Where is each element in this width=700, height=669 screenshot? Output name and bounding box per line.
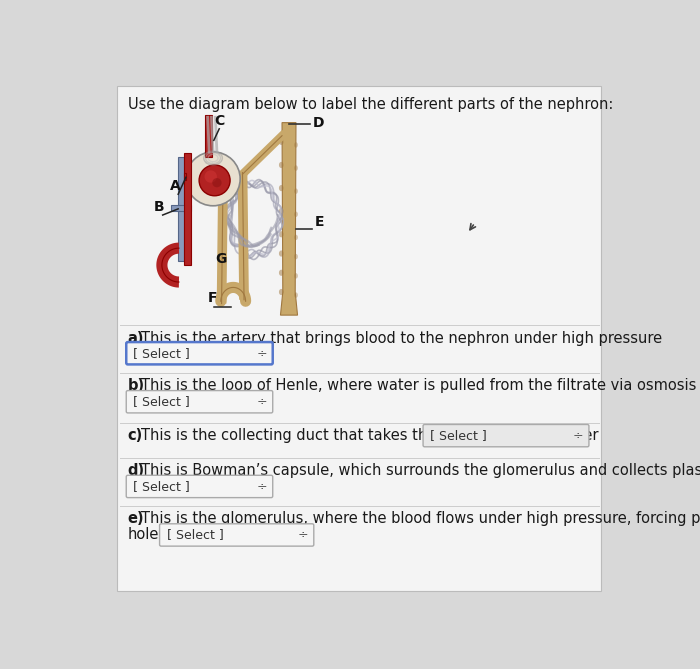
Polygon shape <box>178 157 183 261</box>
Text: ÷: ÷ <box>257 347 267 360</box>
Ellipse shape <box>279 162 284 168</box>
FancyBboxPatch shape <box>126 391 273 413</box>
Polygon shape <box>184 173 186 181</box>
Ellipse shape <box>294 189 298 194</box>
Text: E: E <box>314 215 324 229</box>
Circle shape <box>204 171 217 183</box>
Text: This is the loop of Henle, where water is pulled from the filtrate via osmosis: This is the loop of Henle, where water i… <box>141 378 697 393</box>
Polygon shape <box>184 153 190 265</box>
FancyBboxPatch shape <box>160 524 314 546</box>
Ellipse shape <box>279 250 284 257</box>
Polygon shape <box>281 122 297 315</box>
Text: Use the diagram below to label the different parts of the nephron:: Use the diagram below to label the diffe… <box>128 97 613 112</box>
Text: ÷: ÷ <box>257 480 267 493</box>
Text: C: C <box>214 114 224 128</box>
Ellipse shape <box>279 138 284 145</box>
Text: This is Bowman’s capsule, which surrounds the glomerulus and collects plasma: This is Bowman’s capsule, which surround… <box>141 463 700 478</box>
Text: b): b) <box>128 378 145 393</box>
FancyBboxPatch shape <box>117 86 601 591</box>
Text: This is the glomerulus, where the blood flows under high pressure, forcing plasm: This is the glomerulus, where the blood … <box>141 512 700 527</box>
Text: [ Select ]: [ Select ] <box>133 395 190 408</box>
Text: holes: holes <box>128 527 167 542</box>
Ellipse shape <box>294 165 298 171</box>
Text: e): e) <box>128 512 144 527</box>
Ellipse shape <box>294 292 298 298</box>
Text: d): d) <box>128 463 145 478</box>
FancyBboxPatch shape <box>126 342 273 365</box>
Text: G: G <box>216 252 227 266</box>
Ellipse shape <box>279 231 284 237</box>
Ellipse shape <box>294 273 298 278</box>
Ellipse shape <box>279 185 284 191</box>
Ellipse shape <box>294 142 298 148</box>
FancyBboxPatch shape <box>423 424 589 447</box>
Text: [ Select ]: [ Select ] <box>133 480 190 493</box>
Polygon shape <box>205 115 211 157</box>
Ellipse shape <box>294 254 298 260</box>
Circle shape <box>186 152 240 206</box>
FancyBboxPatch shape <box>126 475 273 498</box>
Ellipse shape <box>279 270 284 276</box>
Text: ÷: ÷ <box>573 429 583 442</box>
Text: This is the artery that brings blood to the nephron under high pressure: This is the artery that brings blood to … <box>141 330 662 345</box>
Text: B: B <box>153 200 164 214</box>
Text: ÷: ÷ <box>257 395 267 408</box>
Ellipse shape <box>279 208 284 214</box>
Text: [ Select ]: [ Select ] <box>167 529 223 541</box>
Ellipse shape <box>279 289 284 295</box>
Text: [ Select ]: [ Select ] <box>430 429 486 442</box>
Text: D: D <box>312 116 323 130</box>
Text: ÷: ÷ <box>298 529 308 541</box>
Ellipse shape <box>294 235 298 240</box>
Text: c): c) <box>128 428 143 444</box>
Text: [ Select ]: [ Select ] <box>133 347 190 360</box>
Circle shape <box>212 178 222 187</box>
Ellipse shape <box>294 211 298 217</box>
Circle shape <box>199 165 230 196</box>
Text: F: F <box>208 291 217 305</box>
Text: a): a) <box>128 330 144 345</box>
Text: This is the collecting duct that takes the filtrate to the bladder: This is the collecting duct that takes t… <box>141 428 598 444</box>
Text: A: A <box>169 179 181 193</box>
Polygon shape <box>172 205 190 211</box>
